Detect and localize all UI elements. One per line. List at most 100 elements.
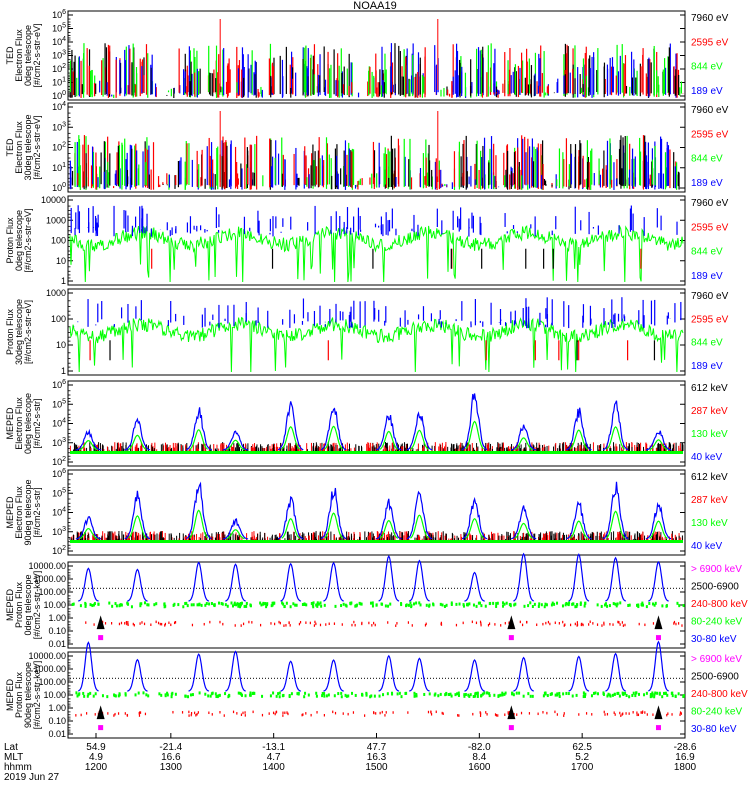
- mproton-dot: [187, 587, 188, 589]
- mproton-green: [613, 692, 616, 696]
- mproton-green: [511, 692, 514, 696]
- mproton-red: [242, 622, 245, 626]
- mproton-green: [504, 691, 507, 695]
- mproton-dot: [271, 677, 272, 679]
- mproton-green: [625, 693, 628, 697]
- mproton-dot: [310, 587, 311, 589]
- mproton-red: [592, 622, 594, 625]
- mproton-dot: [205, 677, 206, 679]
- y-tick-label: 103: [52, 526, 66, 537]
- mproton-red: [644, 711, 646, 714]
- mproton-red: [519, 620, 521, 624]
- mproton-red: [589, 620, 591, 623]
- mproton-dot: [127, 587, 128, 589]
- mproton-dot: [166, 677, 167, 679]
- mproton-green: [303, 695, 306, 699]
- mproton-green: [166, 693, 169, 697]
- mproton-dot: [400, 587, 401, 589]
- mproton-red: [547, 620, 550, 624]
- mproton-red: [125, 620, 128, 624]
- mproton-dot: [100, 587, 101, 589]
- mproton-green: [91, 604, 94, 608]
- mproton-red: [636, 713, 638, 717]
- meped-peak-blue: [510, 424, 537, 451]
- mproton-green: [515, 691, 518, 695]
- xaxis-lat: 62.5: [572, 742, 592, 753]
- mproton-red: [133, 623, 135, 627]
- mproton-red: [497, 714, 499, 717]
- mproton-red: [298, 622, 301, 626]
- mproton-red: [155, 620, 157, 624]
- mproton-red: [652, 622, 655, 625]
- mproton-dot: [607, 587, 608, 589]
- mproton-dot: [166, 587, 167, 589]
- mproton-green: [315, 694, 318, 698]
- mproton-red: [563, 712, 565, 715]
- mproton-dot: [520, 587, 521, 589]
- mproton-dot: [112, 587, 113, 589]
- mproton-green: [312, 605, 315, 609]
- panel-ylabel-line: TED: [5, 46, 15, 65]
- mproton-green: [373, 694, 376, 698]
- mproton-green: [334, 604, 337, 608]
- mproton-red: [232, 710, 235, 714]
- mproton-green: [340, 604, 343, 608]
- mproton-green: [316, 602, 319, 606]
- mproton-dot: [421, 677, 422, 679]
- mproton-red: [646, 713, 648, 716]
- mproton-red: [270, 622, 272, 625]
- mproton-red: [138, 714, 141, 717]
- mproton-red: [679, 711, 682, 714]
- mproton-dot: [172, 677, 173, 679]
- mproton-dot: [493, 677, 494, 679]
- mproton-green: [544, 602, 547, 606]
- mproton-green: [464, 693, 467, 697]
- mproton-dot: [580, 587, 581, 589]
- mproton-dot: [199, 677, 200, 679]
- xaxis-lat: -21.4: [159, 742, 182, 753]
- mproton-green: [600, 604, 603, 608]
- mproton-green: [93, 602, 96, 606]
- mproton-dot: [82, 587, 83, 589]
- y-tick-label: 105: [52, 398, 66, 409]
- mproton-dot: [346, 677, 347, 679]
- mproton-green: [476, 692, 479, 696]
- mproton-dot: [595, 587, 596, 589]
- panel-ylabel-line: [#/cm2-s-str-keV]: [32, 661, 42, 730]
- mproton-dot: [91, 587, 92, 589]
- mproton-green: [361, 693, 364, 697]
- mproton-red: [396, 622, 398, 625]
- mproton-dot: [541, 677, 542, 679]
- mproton-green: [294, 603, 297, 607]
- mproton-dot: [220, 587, 221, 589]
- mproton-dot: [238, 587, 239, 589]
- mproton-dot: [652, 587, 653, 589]
- mproton-red: [236, 712, 238, 715]
- mproton-dot: [472, 587, 473, 589]
- mproton-dot: [553, 677, 554, 679]
- mproton-dot: [187, 677, 188, 679]
- mproton-red: [244, 714, 246, 717]
- mproton-green: [213, 603, 216, 607]
- y-tick-label: 1000.00: [33, 664, 66, 674]
- mproton-dot: [673, 677, 674, 679]
- mproton-red: [274, 712, 276, 716]
- meped-peak-green: [606, 426, 625, 450]
- mproton-dot: [412, 677, 413, 679]
- mproton-red: [520, 711, 523, 715]
- mproton-dot: [334, 587, 335, 589]
- mproton-green: [480, 604, 483, 608]
- mproton-red: [673, 622, 675, 625]
- mproton-green: [323, 692, 326, 696]
- mproton-dot: [376, 587, 377, 589]
- mproton-green: [439, 692, 442, 696]
- meped-peak-green: [281, 517, 301, 539]
- mproton-dot: [223, 677, 224, 679]
- mproton-dot: [151, 587, 152, 589]
- xaxis-hhmm: 1600: [468, 762, 491, 773]
- mproton-dot: [604, 587, 605, 589]
- mproton-peak-blue: [464, 659, 485, 692]
- mproton-green: [441, 603, 444, 607]
- mproton-red: [606, 712, 609, 716]
- mproton-red: [625, 712, 627, 715]
